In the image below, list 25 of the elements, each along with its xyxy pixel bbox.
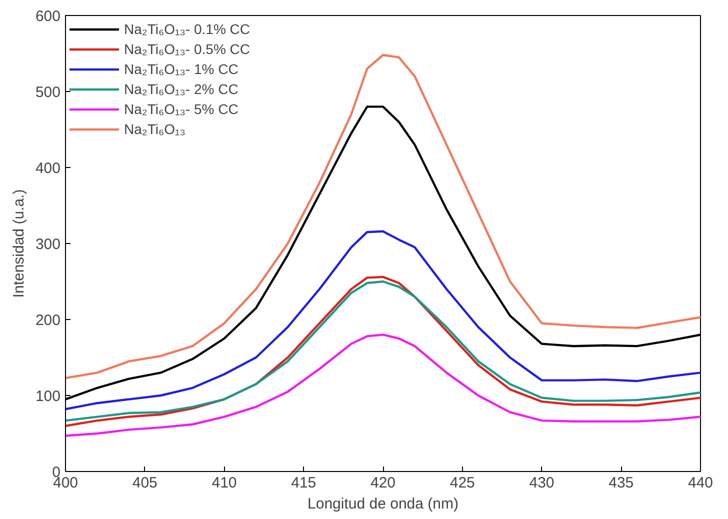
x-tick-label: 420 bbox=[370, 474, 396, 492]
legend-label: Na₂Ti₆O₁₃- 0.5% CC bbox=[124, 40, 250, 58]
x-tick-label: 425 bbox=[450, 474, 475, 492]
y-tick-label: 400 bbox=[35, 160, 61, 177]
y-tick-label: 100 bbox=[35, 388, 61, 405]
legend-label: Na₂Ti₆O₁₃- 1% CC bbox=[124, 60, 238, 78]
y-tick-label: 600 bbox=[35, 8, 61, 25]
x-tick-label: 405 bbox=[132, 474, 158, 492]
line-series bbox=[66, 334, 700, 437]
y-axis-title: Intensidad (u.a.) bbox=[10, 189, 28, 298]
x-tick-label: 415 bbox=[291, 474, 316, 492]
line-series bbox=[66, 230, 700, 410]
y-tick-label: 200 bbox=[35, 312, 61, 329]
line-series bbox=[66, 54, 700, 380]
y-tick-label: 300 bbox=[35, 236, 61, 253]
x-tick-label: 440 bbox=[688, 474, 714, 492]
x-axis-title: Longitud de onda (nm) bbox=[308, 496, 458, 512]
legend-label: Na₂Ti₆O₁₃- 2% CC bbox=[124, 80, 238, 98]
x-tick-label: 410 bbox=[212, 474, 237, 492]
x-tick-label: 430 bbox=[529, 474, 554, 492]
y-tick-label: 500 bbox=[35, 84, 61, 101]
x-tick-label: 435 bbox=[608, 474, 634, 492]
legend-label: Na₂Ti₆O₁₃- 5% CC bbox=[124, 100, 238, 118]
legend-label: Na₂Ti₆O₁₃- 0.1% CC bbox=[124, 20, 250, 38]
legend-label: Na₂Ti₆O₁₃ bbox=[124, 120, 186, 138]
